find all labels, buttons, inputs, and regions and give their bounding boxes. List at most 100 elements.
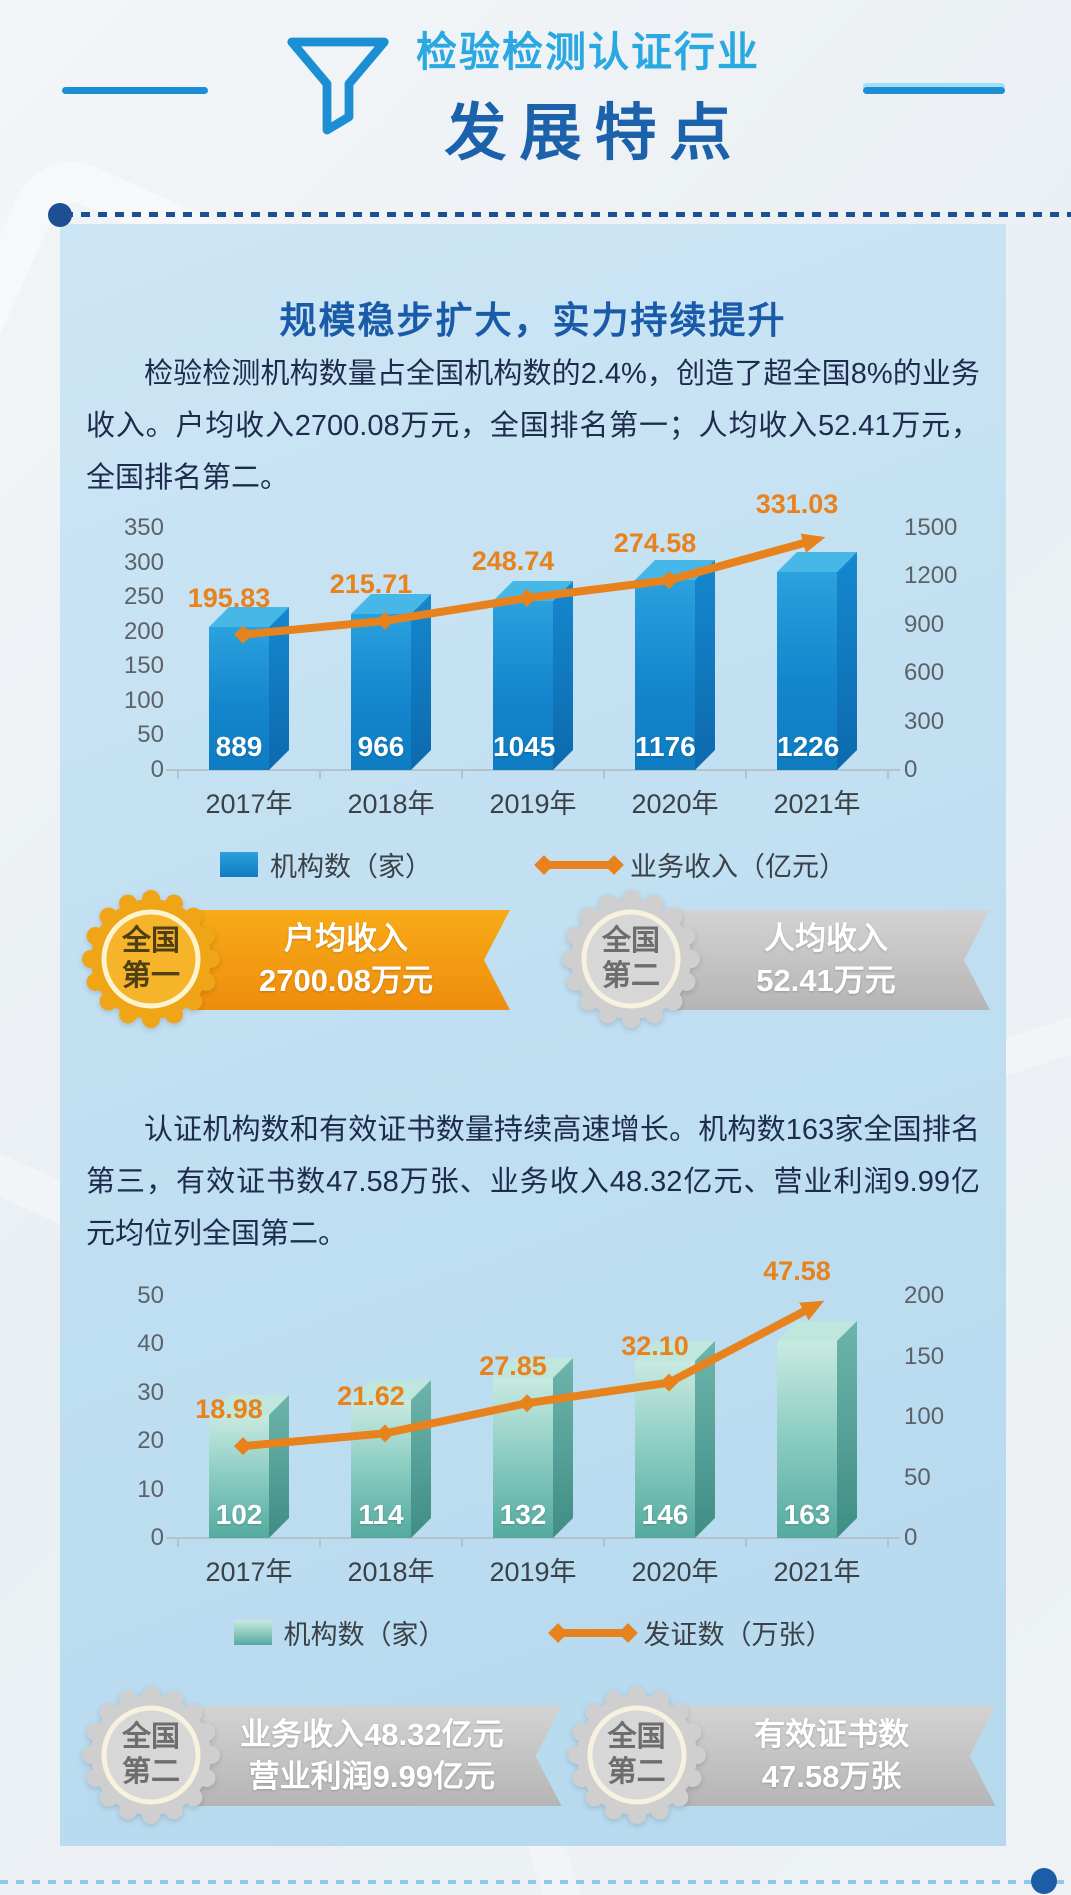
line-value-label: 248.74: [471, 546, 555, 576]
divider-start-dot: [48, 203, 72, 227]
x-axis-tick: [319, 1538, 321, 1547]
left-axis-tick-label: 300: [123, 548, 164, 576]
medal-line2: 第二: [601, 960, 660, 992]
badge-ribbon: 户均收入 2700.08万元: [194, 910, 510, 1010]
medal-text: 全国 第一: [76, 884, 226, 1034]
section-title: 规模稳步扩大，实力持续提升: [279, 300, 787, 341]
page-header: 检验检测认证行业 发展特点: [0, 0, 1071, 170]
ribbon-line1: 业务收入48.32亿元: [240, 1717, 504, 1753]
medal-line2: 第二: [607, 1756, 666, 1788]
chart1-plot-area: 0 50 100 150 200 250 300 350 0 300 600 900 1200 1500 8…: [124, 489, 957, 783]
divider-end-dot: [1031, 1868, 1057, 1894]
line-value-label: 274.58: [613, 528, 697, 559]
x-axis-line: [166, 769, 900, 771]
medal-text: 全国 第二: [556, 884, 706, 1034]
x-axis-tick: [887, 1538, 889, 1547]
x-axis-category-label: 2020年: [631, 1557, 719, 1587]
section1-paragraph: 检验检测机构数量占全国机构数的2.4%，创造了超全国8%的业务收入。户均收入27…: [86, 358, 980, 495]
chart2-plot-area: 0 10 20 30 40 50 0 50 100 150 200 102 114 132 146 163 18…: [137, 1256, 944, 1551]
header-left-dash: [62, 87, 208, 94]
bar-side-face: [837, 1321, 857, 1538]
left-axis-tick-label: 40: [137, 1330, 164, 1358]
bar-value-label: 132: [499, 1499, 547, 1530]
line-value-label: 18.98: [195, 1394, 263, 1425]
bar-front-face: 163: [777, 1341, 837, 1538]
bar-value-label: 114: [358, 1499, 404, 1530]
x-axis-category-label: 2019年: [489, 1557, 577, 1587]
bar-front-face: 1045: [493, 601, 556, 770]
x-axis-tick: [461, 1538, 463, 1547]
header-right-dash: [863, 87, 1005, 94]
right-axis-tick-label: 0: [904, 756, 918, 783]
x-axis-tick: [319, 770, 321, 779]
bar-value-label: 966: [357, 731, 405, 762]
x-axis-category-label: 2018年: [347, 1557, 435, 1587]
bar-front-face: 146: [635, 1361, 695, 1538]
bar-2018年: 966: [351, 594, 431, 770]
left-axis-tick-label: 100: [123, 686, 164, 714]
left-axis-tick-label: 30: [137, 1378, 164, 1406]
medal-line1: 全国: [601, 925, 660, 958]
legend-line-label: 业务收入（亿元）: [630, 852, 846, 882]
badge-ribbon: 人均收入 52.41万元: [674, 910, 990, 1010]
x-axis-tick: [461, 770, 463, 779]
ribbon-line2: 2700.08万元: [258, 963, 434, 998]
x-axis-tick: [887, 770, 889, 779]
bar-front-face: 889: [209, 627, 269, 770]
bar-2017年: 889: [209, 607, 289, 770]
bar-2020年: 146: [635, 1341, 715, 1538]
x-axis-category-label: 2019年: [489, 789, 577, 819]
bar-side-face: [553, 581, 573, 770]
left-axis-tick-label: 0: [150, 1524, 164, 1551]
bar-value-label: 163: [783, 1499, 831, 1530]
x-axis-category-label: 2021年: [773, 789, 861, 819]
right-axis-tick-label: 1200: [904, 562, 958, 590]
left-axis-tick-label: 50: [137, 721, 164, 749]
silver-medal-icon: [82, 1686, 220, 1824]
bar-side-face: [837, 552, 857, 770]
line-value-label: 27.85: [479, 1351, 547, 1382]
line-value-label: 21.62: [337, 1381, 405, 1412]
dotted-divider-bottom: [0, 1868, 1071, 1894]
right-axis-tick-label: 100: [904, 1403, 945, 1430]
bar-front-face: 132: [493, 1378, 553, 1538]
right-axis-tick-label: 300: [904, 707, 945, 735]
bar-2020年: 1176: [635, 560, 715, 770]
bar-side-face: [695, 560, 715, 770]
right-axis-tick-label: 0: [904, 1524, 918, 1551]
bar-2021年: 1226: [777, 552, 857, 770]
bar-front-face: 1176: [635, 580, 696, 770]
legend-line-label: 发证数（万张）: [643, 1620, 833, 1650]
bar-value-label: 1045: [493, 731, 556, 762]
bar-2021年: 163: [777, 1321, 857, 1538]
ribbon-line1: 有效证书数: [754, 1717, 910, 1753]
funnel-icon: [287, 37, 389, 135]
header-titles: 检验检测认证行业 发展特点: [388, 18, 788, 172]
right-axis-tick-label: 1500: [904, 514, 958, 541]
left-axis-tick-label: 20: [137, 1427, 164, 1455]
left-axis-tick-label: 150: [123, 652, 164, 680]
rank-badge-national-second: 全国 第二 业务收入48.32亿元 营业利润9.99亿元: [76, 1680, 562, 1832]
left-axis-tick-label: 200: [123, 617, 164, 645]
bar-swatch-icon: [220, 852, 258, 877]
x-axis-category-label: 2017年: [205, 1557, 293, 1587]
medal-text: 全国 第二: [76, 1680, 226, 1830]
badge-row-2: 全国 第二 业务收入48.32亿元 营业利润9.99亿元 全国 第二 有效证书数…: [76, 1680, 990, 1832]
line-value-label: 215.71: [329, 568, 413, 599]
x-axis-category-label: 2017年: [205, 789, 293, 819]
x-axis-category-label: 2018年: [347, 789, 435, 819]
legend-item-line: 业务收入（亿元）: [534, 845, 846, 884]
right-axis-tick-label: 50: [904, 1463, 931, 1491]
right-axis-tick-label: 150: [904, 1342, 945, 1370]
x-axis-tick: [745, 770, 747, 779]
bar-value-label: 102: [215, 1499, 263, 1530]
line-value-label: 331.03: [755, 489, 839, 520]
ribbon-line2: 营业利润9.99亿元: [248, 1759, 495, 1794]
medal-line1: 全国: [121, 1721, 180, 1754]
rank-badge-national-second: 全国 第二 有效证书数 47.58万张: [562, 1680, 996, 1832]
chart-inspection-institutions: 0 50 100 150 200 250 300 350 0 300 600 900 1200 1500 8…: [86, 464, 980, 884]
bar-side-face: [695, 1341, 715, 1538]
badge-ribbon: 有效证书数 47.58万张: [680, 1706, 996, 1806]
line-value-label: 47.58: [763, 1255, 831, 1286]
line-value-label: 195.83: [187, 582, 271, 613]
